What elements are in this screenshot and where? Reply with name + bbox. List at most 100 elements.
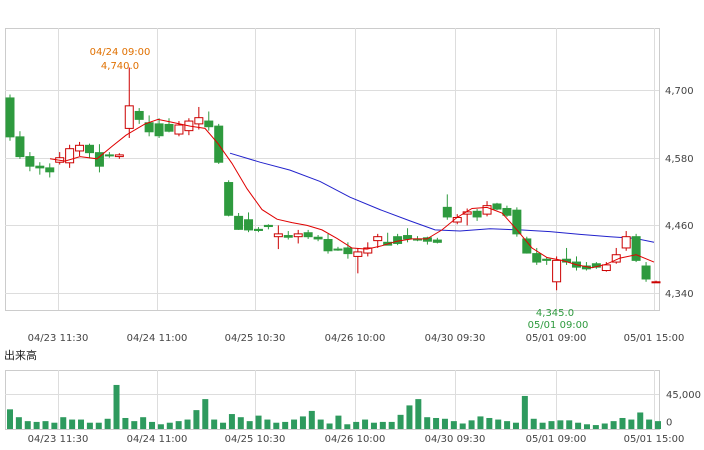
candle <box>45 163 55 178</box>
volume-bar <box>255 415 262 429</box>
volume-bar <box>7 409 13 429</box>
volume-bar <box>388 421 395 429</box>
candle-body <box>512 209 522 235</box>
volume-bar <box>140 417 147 429</box>
volume-title: 出来高 <box>4 348 37 362</box>
volume-bar <box>566 420 573 429</box>
candle <box>442 194 452 220</box>
price-x-axis: 04/23 11:30 04/24 11:00 04/25 10:30 04/26 1… <box>28 333 685 344</box>
candle <box>482 201 492 217</box>
candle-body <box>333 248 343 251</box>
candle-body <box>502 207 512 216</box>
low-annotation-value: 4,345.0 <box>536 308 574 319</box>
candle-body <box>373 236 383 242</box>
volume-bar <box>495 419 502 429</box>
candle <box>154 118 164 138</box>
candle <box>35 162 45 175</box>
candle-body <box>651 281 661 284</box>
volume-bar <box>60 417 67 429</box>
price-x-tick-label: 05/01 15:00 <box>624 333 685 344</box>
candle-body <box>482 205 492 215</box>
volume-bar <box>175 421 182 429</box>
candle <box>283 231 293 240</box>
volume-bar <box>220 422 227 429</box>
volume-bar <box>450 421 457 429</box>
candle-body <box>343 247 353 255</box>
volume-bar <box>246 421 253 429</box>
volume-bar <box>353 421 360 429</box>
volume-bar <box>592 425 599 429</box>
candle-body <box>403 235 413 240</box>
volume-bar <box>273 422 280 429</box>
candle <box>164 118 174 133</box>
candle <box>492 202 502 211</box>
candle-body <box>94 152 104 167</box>
candle-body <box>393 236 403 244</box>
volume-x-axis: 04/23 11:30 04/24 11:00 04/25 10:30 04/26 1… <box>28 434 685 445</box>
candle <box>373 233 383 248</box>
volume-bar <box>406 405 413 429</box>
volume-bar <box>24 421 31 429</box>
volume-bar <box>78 419 85 429</box>
candlesticks <box>5 67 661 291</box>
volume-x-tick-label: 04/30 09:30 <box>425 434 486 445</box>
volume-bar <box>308 410 315 429</box>
volume-bar <box>557 420 564 429</box>
candle-body <box>542 258 552 261</box>
candle-body <box>224 182 234 216</box>
volume-bar <box>601 423 608 429</box>
volume-bar <box>299 416 306 429</box>
high-annotation-value: 4,740.0 <box>101 61 139 72</box>
volume-bar <box>291 419 298 429</box>
volume-bar <box>459 423 466 429</box>
candle-body <box>25 156 35 167</box>
candle <box>323 233 333 254</box>
volume-bar <box>42 421 49 429</box>
candle <box>512 207 522 237</box>
candle-body <box>124 105 134 129</box>
volume-bar <box>433 417 440 429</box>
candle-body <box>263 224 273 228</box>
candle <box>293 229 303 244</box>
candle <box>204 111 214 131</box>
candle <box>333 246 343 251</box>
candle-body <box>363 247 373 254</box>
price-gridlines <box>5 28 659 310</box>
price-tick-label: 4,700 <box>665 86 694 97</box>
candle-body <box>552 259 562 283</box>
candle-body <box>144 122 154 133</box>
candle <box>15 131 25 159</box>
price-tick-label: 4,580 <box>665 154 694 165</box>
candle-body <box>472 210 482 218</box>
candle-body <box>601 264 611 272</box>
candle <box>224 180 234 217</box>
volume-bars <box>7 384 661 429</box>
volume-bar <box>69 419 76 429</box>
volume-bar <box>424 417 431 429</box>
volume-bar <box>575 422 582 429</box>
volume-tick-label: 0 <box>666 418 672 429</box>
candle-body <box>641 265 651 280</box>
candle <box>124 67 134 138</box>
volume-bar <box>610 421 617 429</box>
volume-bar <box>530 418 537 429</box>
candle-body <box>75 144 85 152</box>
candle <box>114 153 124 159</box>
candle <box>253 227 263 233</box>
volume-bar <box>486 417 493 429</box>
candle-body <box>114 154 124 158</box>
volume-bar <box>379 421 386 429</box>
candle <box>134 108 144 124</box>
candle-body <box>631 236 641 261</box>
candle-body <box>5 97 15 138</box>
volume-bar <box>468 420 475 429</box>
volume-bar <box>228 414 235 429</box>
volume-bar <box>282 421 289 429</box>
candle <box>94 144 104 173</box>
volume-bar <box>122 417 129 429</box>
candle <box>353 247 363 274</box>
candle <box>651 280 661 284</box>
candle-body <box>65 148 75 164</box>
candle-body <box>35 165 45 169</box>
